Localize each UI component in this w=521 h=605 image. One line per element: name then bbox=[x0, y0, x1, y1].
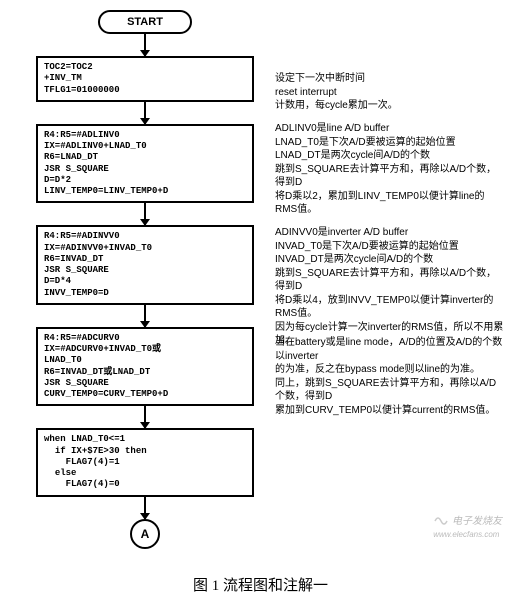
page-root: START TOC2=TOC2 +INV_TM TFLG1=01000000 R… bbox=[10, 10, 510, 570]
watermark-url: www.elecfans.com bbox=[433, 530, 499, 539]
note-1: 设定下一次中断时间 reset interrupt 计数用，每cycle累加一次… bbox=[275, 72, 398, 113]
note-3: ADINVV0是inverter A/D buffer INVAD_T0是下次A… bbox=[275, 226, 505, 348]
process-box-1: TOC2=TOC2 +INV_TM TFLG1=01000000 bbox=[36, 56, 254, 102]
logo-icon bbox=[433, 513, 449, 529]
arrow bbox=[144, 102, 146, 124]
note-4: 当在battery或是line mode，A/D的位置及A/D的个数以inver… bbox=[275, 336, 505, 417]
watermark: 电子发烧友 www.elecfans.com bbox=[433, 512, 502, 540]
flowchart-column: START TOC2=TOC2 +INV_TM TFLG1=01000000 R… bbox=[30, 10, 260, 549]
process-box-4: R4:R5=#ADCURV0 IX=#ADCURV0+INVAD_T0或 LNA… bbox=[36, 327, 254, 407]
connector-a: A bbox=[130, 519, 160, 549]
arrow bbox=[144, 497, 146, 519]
arrow bbox=[144, 34, 146, 56]
start-terminator: START bbox=[98, 10, 192, 34]
arrow bbox=[144, 203, 146, 225]
arrow bbox=[144, 406, 146, 428]
process-box-3: R4:R5=#ADINVV0 IX=#ADINVV0+INVAD_T0 R6=I… bbox=[36, 225, 254, 305]
figure-caption: 图 1 流程图和注解一 bbox=[10, 574, 511, 595]
arrow bbox=[144, 305, 146, 327]
process-box-5: when LNAD_T0<=1 if IX+$7E>30 then FLAG7(… bbox=[36, 428, 254, 496]
process-box-2: R4:R5=#ADLINV0 IX=#ADLINV0+LNAD_T0 R6=LN… bbox=[36, 124, 254, 204]
watermark-text: 电子发烧友 bbox=[452, 516, 502, 527]
note-2: ADLINV0是line A/D buffer LNAD_T0是下次A/D要被运… bbox=[275, 122, 505, 217]
